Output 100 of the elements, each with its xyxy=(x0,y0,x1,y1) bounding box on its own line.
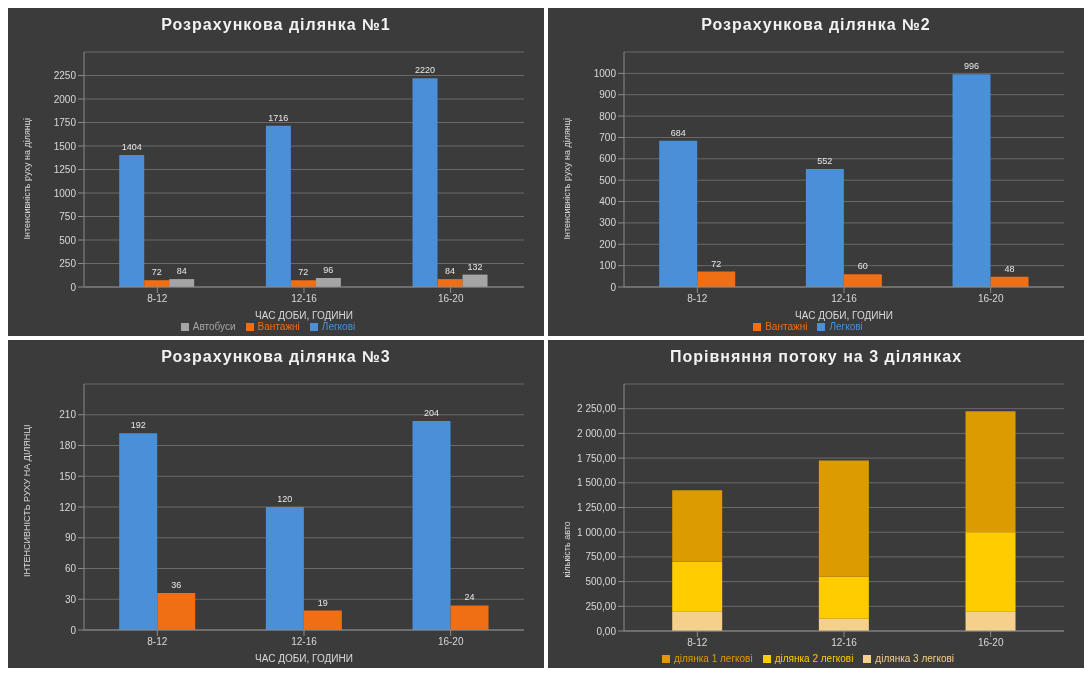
bar xyxy=(818,576,869,619)
y-tick-label: 0,00 xyxy=(596,625,617,637)
y-tick-label: 700 xyxy=(599,132,617,143)
data-label: 72 xyxy=(151,267,162,278)
bar xyxy=(303,610,342,630)
bar xyxy=(659,140,698,287)
y-tick-label: 2 000,00 xyxy=(577,427,617,439)
y-tick-label: 2 250,00 xyxy=(577,403,617,415)
y-tick-label: 900 xyxy=(599,89,617,101)
data-label: 2220 xyxy=(415,65,436,76)
y-tick-label: 0 xyxy=(70,624,77,636)
y-tick-label: 2000 xyxy=(53,93,77,105)
legend-label: Легкові xyxy=(829,321,863,332)
x-tick-label: 8-12 xyxy=(147,636,168,648)
y-tick-label: 90 xyxy=(64,532,77,544)
legend-label: Легкові xyxy=(321,321,356,332)
y-tick-label: 1 000,00 xyxy=(577,526,617,538)
bar xyxy=(412,78,438,287)
y-tick-label: 800 xyxy=(599,110,617,122)
y-tick-label: 1 500,00 xyxy=(577,477,617,489)
y-tick-label: 1 750,00 xyxy=(577,452,617,464)
y-axis-title: Інтенсивність руху на ділянці xyxy=(562,118,573,240)
chart-title: Розрахункова ділянка №3 xyxy=(160,347,392,367)
data-label: 48 xyxy=(1004,263,1015,274)
y-tick-label: 300 xyxy=(599,217,617,229)
y-tick-label: 500 xyxy=(599,174,617,186)
bar xyxy=(965,611,1016,631)
x-tick-label: 12-16 xyxy=(291,636,318,648)
x-axis-title: ЧАС ДОБИ, ГОДИНИ xyxy=(795,310,893,321)
data-label: 120 xyxy=(277,494,293,504)
y-tick-label: 30 xyxy=(64,593,77,605)
chart-title: Розрахункова ділянка №1 xyxy=(160,15,392,35)
data-label: 24 xyxy=(464,592,475,603)
x-tick-label: 8-12 xyxy=(687,637,708,649)
y-tick-label: 1 250,00 xyxy=(577,502,617,514)
x-tick-label: 16-20 xyxy=(977,637,1004,649)
bar xyxy=(805,169,844,287)
legend-label: Вантажні xyxy=(765,321,808,332)
y-tick-label: 210 xyxy=(59,409,77,421)
y-tick-label: 0 xyxy=(610,281,617,293)
x-axis-title: ЧАС ДОБИ, ГОДИНИ xyxy=(255,310,353,321)
bar xyxy=(265,507,304,630)
data-label: 552 xyxy=(817,156,833,167)
y-tick-label: 1000 xyxy=(593,67,617,79)
legend-label: ділянка 3 легкові xyxy=(875,653,955,664)
x-tick-label: 16-20 xyxy=(437,636,464,648)
x-tick-label: 8-12 xyxy=(147,293,168,305)
y-tick-label: 0 xyxy=(70,281,77,293)
bar xyxy=(965,532,1016,612)
bar xyxy=(157,593,196,630)
bar xyxy=(697,271,736,287)
x-tick-label: 16-20 xyxy=(437,293,464,305)
y-tick-label: 250 xyxy=(59,258,77,270)
data-label: 684 xyxy=(670,127,686,138)
bar xyxy=(965,411,1016,533)
bar xyxy=(119,155,145,287)
y-tick-label: 100 xyxy=(599,260,617,272)
y-tick-label: 750 xyxy=(59,211,77,223)
bar xyxy=(843,274,882,287)
x-tick-label: 12-16 xyxy=(831,637,858,649)
data-label: 192 xyxy=(130,420,146,431)
chart-title: Розрахункова ділянка №2 xyxy=(700,15,932,35)
data-label: 84 xyxy=(176,266,187,277)
legend-label: ділянка 2 легкові xyxy=(774,653,854,664)
y-axis-title: Інтенсивність руху на ділянці xyxy=(22,118,33,240)
y-axis-title: ІНТЕНСИВНІСТЬ РУХУ НА ДІЛЯНЦІ xyxy=(22,424,33,577)
data-label: 36 xyxy=(171,580,182,591)
legend-label: ділянка 1 легкові xyxy=(673,653,753,664)
y-tick-label: 60 xyxy=(64,563,77,575)
bar xyxy=(952,74,991,287)
y-tick-label: 1750 xyxy=(53,117,77,129)
x-tick-label: 8-12 xyxy=(687,293,708,305)
y-tick-label: 150 xyxy=(59,470,77,482)
bar xyxy=(119,433,158,630)
y-tick-label: 600 xyxy=(599,153,617,165)
data-label: 132 xyxy=(467,261,483,272)
data-label: 204 xyxy=(424,407,440,418)
y-tick-label: 1000 xyxy=(53,187,77,199)
bar xyxy=(450,605,489,630)
y-tick-label: 750,00 xyxy=(585,551,617,563)
legend-label: Вантажні xyxy=(257,321,300,332)
x-tick-label: 12-16 xyxy=(291,293,318,305)
data-label: 72 xyxy=(711,258,722,269)
bar xyxy=(265,125,291,287)
y-tick-label: 500 xyxy=(59,234,77,246)
x-tick-label: 16-20 xyxy=(977,293,1004,305)
data-label: 1716 xyxy=(268,112,289,123)
bar xyxy=(672,561,723,612)
data-label: 996 xyxy=(964,61,980,72)
data-label: 19 xyxy=(317,597,328,608)
y-tick-label: 180 xyxy=(59,440,77,452)
data-label: 96 xyxy=(323,264,334,275)
data-label: 60 xyxy=(857,261,868,272)
y-axis-title: кількість авто xyxy=(562,521,573,578)
bar xyxy=(412,420,451,630)
y-tick-label: 1500 xyxy=(53,140,77,152)
y-tick-label: 500,00 xyxy=(585,576,617,588)
y-tick-label: 120 xyxy=(59,501,77,513)
y-tick-label: 250,00 xyxy=(585,600,617,612)
bar xyxy=(672,611,723,631)
